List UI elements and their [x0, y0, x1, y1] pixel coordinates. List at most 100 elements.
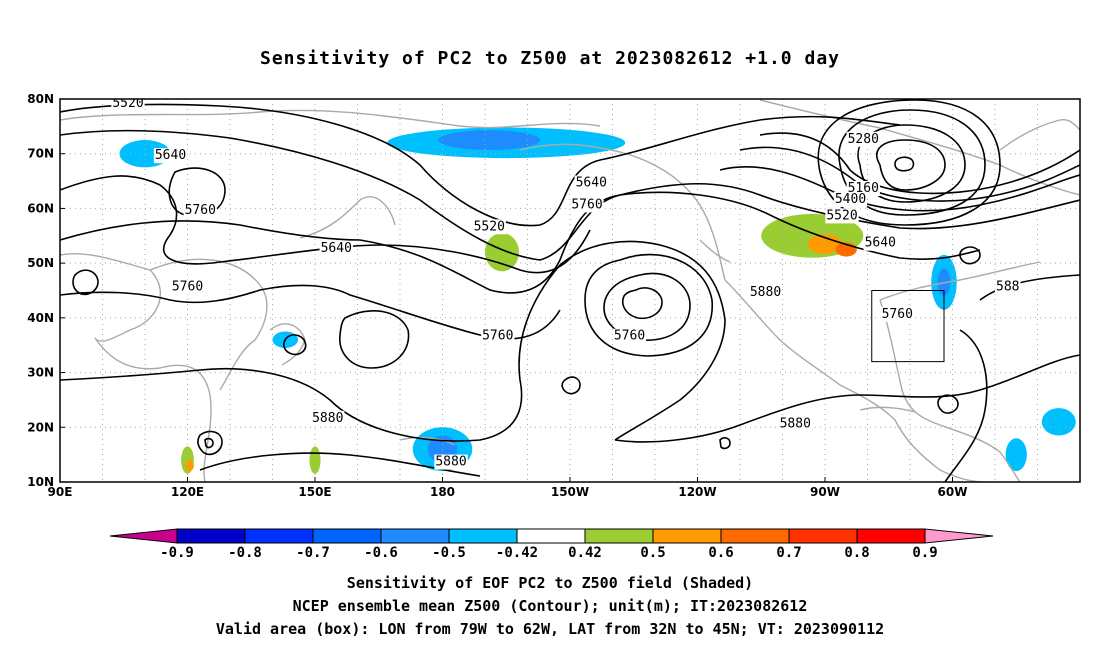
contour-line — [561, 376, 581, 395]
contour-label: 5880 — [312, 411, 343, 426]
coastline — [299, 196, 396, 239]
contour-label-bg — [472, 219, 506, 235]
contour-line — [959, 246, 981, 265]
coastline — [399, 436, 456, 446]
colorbar-label: -0.6 — [364, 545, 398, 561]
contour-line — [894, 156, 915, 172]
coastline — [879, 299, 941, 426]
graticule — [60, 99, 1080, 482]
contour-label-bg — [574, 175, 608, 191]
contour-label: 5520 — [474, 219, 505, 234]
contour-label: 5760 — [482, 329, 513, 344]
contour-line — [719, 437, 731, 450]
coastline — [879, 261, 1041, 301]
contour-label: 5760 — [882, 307, 913, 322]
contour-line — [817, 99, 1001, 226]
colorbar-high-end — [924, 528, 994, 544]
contour-label-bg — [612, 328, 647, 344]
contour-line — [937, 394, 959, 414]
contour-label-bg — [434, 454, 468, 470]
coastline — [699, 239, 731, 263]
colorbar-label: -0.7 — [296, 545, 330, 561]
coastline — [759, 99, 1080, 196]
colorbar-segment — [244, 528, 314, 544]
lat-tick-label: 70N — [27, 147, 54, 161]
colorbar-label: -0.8 — [228, 545, 262, 561]
contour-label: 5640 — [155, 148, 186, 163]
lat-tick-label: 60N — [27, 201, 54, 215]
contour-label: 5880 — [750, 285, 781, 300]
lat-tick-label: 10N — [27, 475, 54, 489]
lon-tick-label: 120W — [678, 485, 716, 499]
contour-line — [60, 175, 591, 274]
coastline — [859, 406, 916, 413]
contour-label-bg — [311, 410, 345, 426]
contour-label-bg — [570, 197, 604, 213]
contour-label: 5640 — [576, 176, 607, 191]
colorbar-low-end — [109, 528, 178, 544]
contour-label: 5520 — [112, 96, 143, 111]
colorbar-segment — [516, 528, 586, 544]
z500-contours — [60, 99, 1080, 482]
colorbar-label: 0.6 — [708, 545, 733, 561]
contour-label: 5880 — [780, 416, 811, 431]
coastline — [269, 323, 306, 366]
contour-line — [60, 129, 1080, 261]
contour-line — [719, 166, 1080, 212]
contour-line — [979, 274, 1080, 301]
shaded-area — [1041, 408, 1076, 436]
shaded-area — [485, 233, 519, 272]
contour-label-bg — [319, 241, 353, 257]
lat-tick-label: 20N — [27, 420, 54, 434]
contour-label-bg — [880, 306, 914, 322]
contour-line — [559, 240, 726, 441]
colorbar-segment — [584, 528, 654, 544]
coastline — [894, 419, 986, 482]
coastline — [999, 118, 1080, 151]
colorbar-segment — [652, 528, 722, 544]
contour-label-bg — [748, 284, 783, 300]
coastline — [60, 109, 601, 129]
contour-label-bg — [863, 235, 897, 251]
colorbar-label: -0.42 — [496, 545, 538, 561]
contour-label: 5760 — [185, 203, 216, 218]
colorbar-segment — [380, 528, 450, 544]
contour-line — [857, 124, 966, 203]
shaded-area — [438, 130, 541, 150]
contour-line — [204, 437, 214, 449]
shaded-area — [1005, 438, 1027, 472]
contour-label: 5520 — [826, 208, 857, 223]
lon-tick-label: 120E — [171, 485, 204, 499]
colorbar-label: 0.7 — [776, 545, 801, 561]
lat-tick-label: 80N — [27, 92, 54, 106]
contour-label-bg — [846, 131, 880, 147]
contour-label: 5760 — [172, 280, 203, 295]
colorbar-label: -0.5 — [432, 545, 466, 561]
contour-label-bg — [825, 208, 859, 224]
colorbar-label: 0.8 — [844, 545, 869, 561]
lon-tick-label: 90W — [810, 485, 840, 499]
contour-labels: 5520 5640 5760 5640 5760 5520 5640 5760 5760 5760… — [111, 96, 1021, 470]
coastline — [149, 258, 268, 391]
contour-label-bg — [183, 202, 217, 218]
contour-label: 5280 — [848, 132, 879, 147]
contour-label-bg — [778, 416, 812, 432]
coastline — [939, 424, 1021, 482]
contour-label: 588 — [996, 280, 1019, 295]
contour-line — [72, 269, 99, 296]
contour-label: 5760 — [571, 197, 602, 212]
shaded-area — [808, 234, 842, 254]
contour-label: 5400 — [835, 192, 866, 207]
lon-tick-label: 90E — [48, 485, 73, 499]
contour-line — [838, 109, 986, 216]
contour-line — [60, 103, 901, 227]
contour-label-bg — [481, 328, 515, 344]
valid-area-box — [871, 290, 945, 363]
contour-label: 5760 — [614, 329, 645, 344]
contour-label-bg — [833, 191, 868, 207]
caption-contour: NCEP ensemble mean Z500 (Contour); unit(… — [292, 597, 808, 615]
shaded-area — [185, 460, 194, 472]
colorbar-label: 0.42 — [568, 545, 602, 561]
